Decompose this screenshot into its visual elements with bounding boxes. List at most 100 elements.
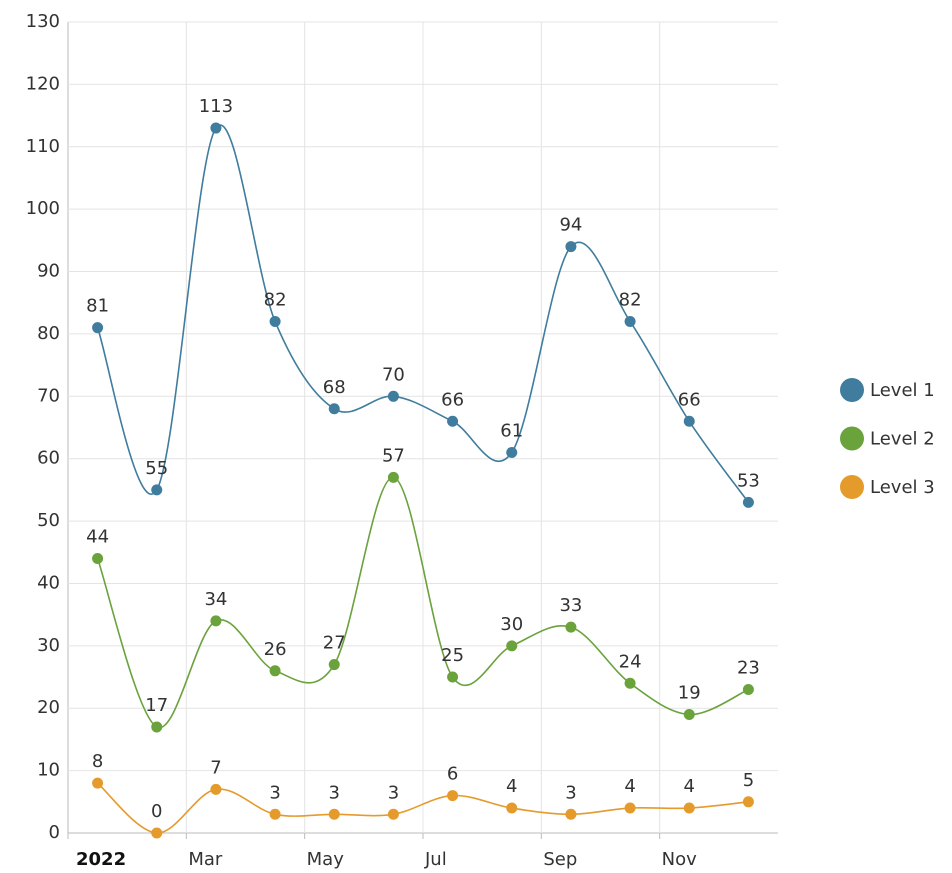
- point: [506, 446, 518, 458]
- point: [683, 415, 695, 427]
- data-label: 113: [199, 96, 233, 117]
- data-label: 57: [382, 445, 405, 466]
- point: [328, 403, 340, 415]
- x-tick-label: Sep: [543, 849, 577, 870]
- point: [151, 484, 163, 496]
- y-tick-label: 20: [37, 697, 60, 718]
- point: [742, 684, 754, 696]
- y-tick-label: 110: [26, 136, 60, 157]
- y-tick-label: 60: [37, 448, 60, 469]
- legend-marker: [840, 378, 864, 402]
- data-label: 61: [500, 420, 523, 441]
- point: [447, 671, 459, 683]
- data-label: 3: [329, 782, 340, 803]
- data-label: 66: [441, 389, 464, 410]
- data-label: 34: [204, 589, 227, 610]
- data-label: 55: [145, 458, 168, 479]
- data-label: 3: [388, 782, 399, 803]
- point: [447, 790, 459, 802]
- data-label: 33: [559, 595, 582, 616]
- data-label: 8: [92, 751, 103, 772]
- y-tick-label: 40: [37, 572, 60, 593]
- legend-label: Level 3: [870, 477, 935, 498]
- point: [742, 496, 754, 508]
- y-tick-label: 100: [26, 198, 60, 219]
- point: [624, 802, 636, 814]
- point: [506, 640, 518, 652]
- point: [210, 783, 222, 795]
- point: [92, 322, 104, 334]
- data-label: 23: [737, 658, 760, 679]
- legend-label: Level 2: [870, 429, 935, 450]
- point: [387, 471, 399, 483]
- x-tick-label: Jul: [424, 849, 447, 870]
- point: [565, 808, 577, 820]
- data-label: 4: [624, 776, 635, 797]
- data-label: 7: [210, 757, 221, 778]
- data-label: 66: [678, 389, 701, 410]
- data-label: 5: [743, 770, 754, 791]
- point: [328, 659, 340, 671]
- point: [565, 621, 577, 633]
- grid: [68, 21, 778, 833]
- point: [210, 615, 222, 627]
- data-label: 3: [269, 782, 280, 803]
- x-tick-label: 2022: [76, 849, 126, 870]
- data-label: 81: [86, 296, 109, 317]
- legend-marker: [840, 426, 864, 451]
- y-tick-label: 30: [37, 635, 60, 656]
- data-label: 82: [264, 289, 287, 310]
- y-tick-label: 120: [26, 73, 60, 94]
- data-label: 82: [619, 289, 642, 310]
- point: [387, 808, 399, 820]
- point: [92, 553, 104, 565]
- data-label: 6: [447, 764, 458, 785]
- point: [151, 827, 163, 839]
- data-label: 19: [678, 682, 701, 703]
- data-label: 68: [323, 377, 346, 398]
- point: [210, 122, 222, 134]
- x-tick-label: Mar: [188, 849, 223, 870]
- data-label: 4: [684, 776, 695, 797]
- point: [269, 808, 281, 820]
- data-label: 0: [151, 801, 162, 822]
- data-label: 26: [264, 639, 287, 660]
- point: [387, 390, 399, 402]
- y-tick-label: 0: [49, 822, 60, 843]
- data-label: 24: [619, 651, 642, 672]
- y-tick-label: 130: [26, 11, 60, 32]
- y-tick-label: 10: [37, 760, 60, 781]
- legend-marker: [840, 475, 864, 499]
- point: [269, 665, 281, 677]
- x-tick-label: Nov: [662, 849, 697, 870]
- data-label: 25: [441, 645, 464, 666]
- data-label: 30: [500, 614, 523, 635]
- y-tick-label: 80: [37, 323, 60, 344]
- point: [624, 677, 636, 689]
- point: [683, 802, 695, 814]
- point: [328, 808, 340, 820]
- point: [742, 796, 754, 808]
- data-label: 70: [382, 364, 405, 385]
- y-tick-label: 90: [37, 261, 60, 282]
- point: [565, 241, 577, 253]
- data-label: 3: [565, 782, 576, 803]
- y-tick-label: 50: [37, 510, 60, 531]
- data-label: 94: [559, 215, 582, 236]
- data-label: 4: [506, 776, 517, 797]
- data-label: 17: [145, 695, 168, 716]
- x-tick-label: May: [307, 849, 345, 870]
- point: [506, 802, 518, 814]
- point: [624, 315, 636, 327]
- point: [683, 708, 695, 720]
- point: [92, 777, 104, 789]
- y-tick-label: 70: [37, 385, 60, 406]
- data-label: 53: [737, 470, 760, 491]
- data-label: 44: [86, 527, 109, 548]
- data-label: 27: [323, 633, 346, 654]
- point: [269, 315, 281, 327]
- legend-label: Level 1: [870, 380, 935, 401]
- point: [151, 721, 163, 733]
- point: [447, 415, 459, 427]
